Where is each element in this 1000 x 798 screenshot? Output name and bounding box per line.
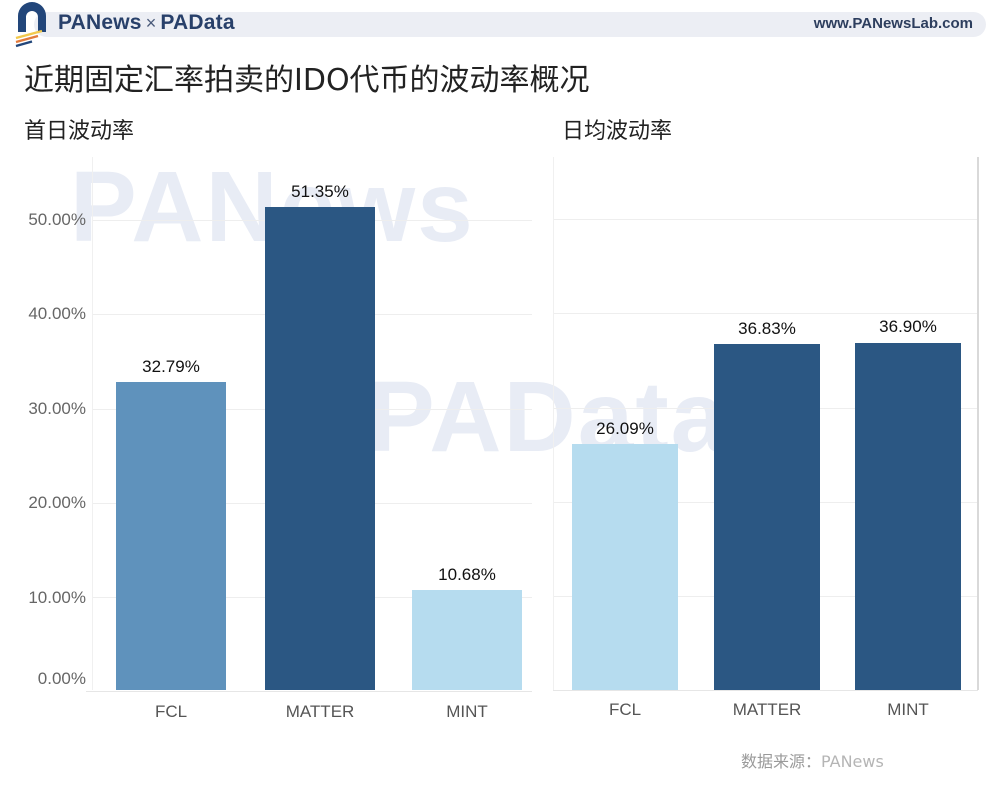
ytick-40: 40.00%	[28, 304, 86, 323]
chart-main-title: 近期固定汇率拍卖的IDO代币的波动率概况	[24, 63, 590, 98]
ytick-30: 30.00%	[28, 399, 86, 418]
right-plot-edge	[553, 157, 554, 690]
source-label: 数据来源：	[741, 752, 822, 771]
value-label-mint-daily: 36.90%	[879, 317, 937, 336]
brand-panews: PANews	[58, 11, 142, 34]
bar-matter-first-day	[265, 207, 375, 690]
value-label-matter-daily: 36.83%	[738, 319, 796, 338]
value-label-mint: 10.68%	[438, 565, 496, 584]
brand-separator: ×	[145, 13, 157, 33]
right-plot-border	[977, 157, 979, 690]
left-x-axis	[86, 691, 532, 692]
right-x-axis	[553, 690, 978, 691]
xtick-mint-daily: MINT	[887, 700, 929, 719]
bar-mint-daily-avg	[855, 343, 961, 690]
value-label-fcl-daily: 26.09%	[596, 419, 654, 438]
xtick-fcl: FCL	[154, 702, 188, 721]
site-url: www.PANewsLab.com	[813, 15, 973, 32]
right-chart-title: 日均波动率	[562, 119, 673, 144]
source-value: PANews	[821, 752, 884, 771]
xtick-matter-daily: MATTER	[732, 700, 802, 719]
value-label-fcl: 32.79%	[142, 357, 200, 376]
bar-fcl-first-day	[116, 382, 226, 690]
r-gridline-50	[553, 219, 978, 220]
xtick-fcl-daily: FCL	[608, 700, 642, 719]
panews-logo-icon	[15, 2, 46, 48]
brand-padata: PAData	[160, 11, 235, 34]
brand-title: PANews × PAData	[58, 11, 235, 35]
r-gridline-40	[553, 313, 978, 314]
ytick-0: 0.00%	[37, 669, 86, 688]
bar-fcl-daily-avg	[572, 444, 678, 690]
bar-mint-first-day	[412, 590, 522, 690]
data-source: 数据来源：PANews	[741, 748, 884, 772]
left-chart: 0.00% 10.00% 20.00% 30.00% 40.00% 50.00%…	[28, 157, 532, 721]
value-label-matter: 51.35%	[291, 182, 349, 201]
header-band	[34, 12, 986, 37]
left-chart-title: 首日波动率	[24, 119, 135, 144]
bar-matter-daily-avg	[714, 344, 820, 690]
ytick-50: 50.00%	[28, 210, 86, 229]
left-plot-edge	[92, 157, 93, 690]
xtick-mint: MINT	[446, 702, 488, 721]
xtick-matter: MATTER	[285, 702, 355, 721]
ytick-10: 10.00%	[28, 588, 86, 607]
ytick-20: 20.00%	[28, 493, 86, 512]
right-chart: 26.09% 36.83% 36.90% FCL MATTER MINT	[553, 157, 979, 719]
